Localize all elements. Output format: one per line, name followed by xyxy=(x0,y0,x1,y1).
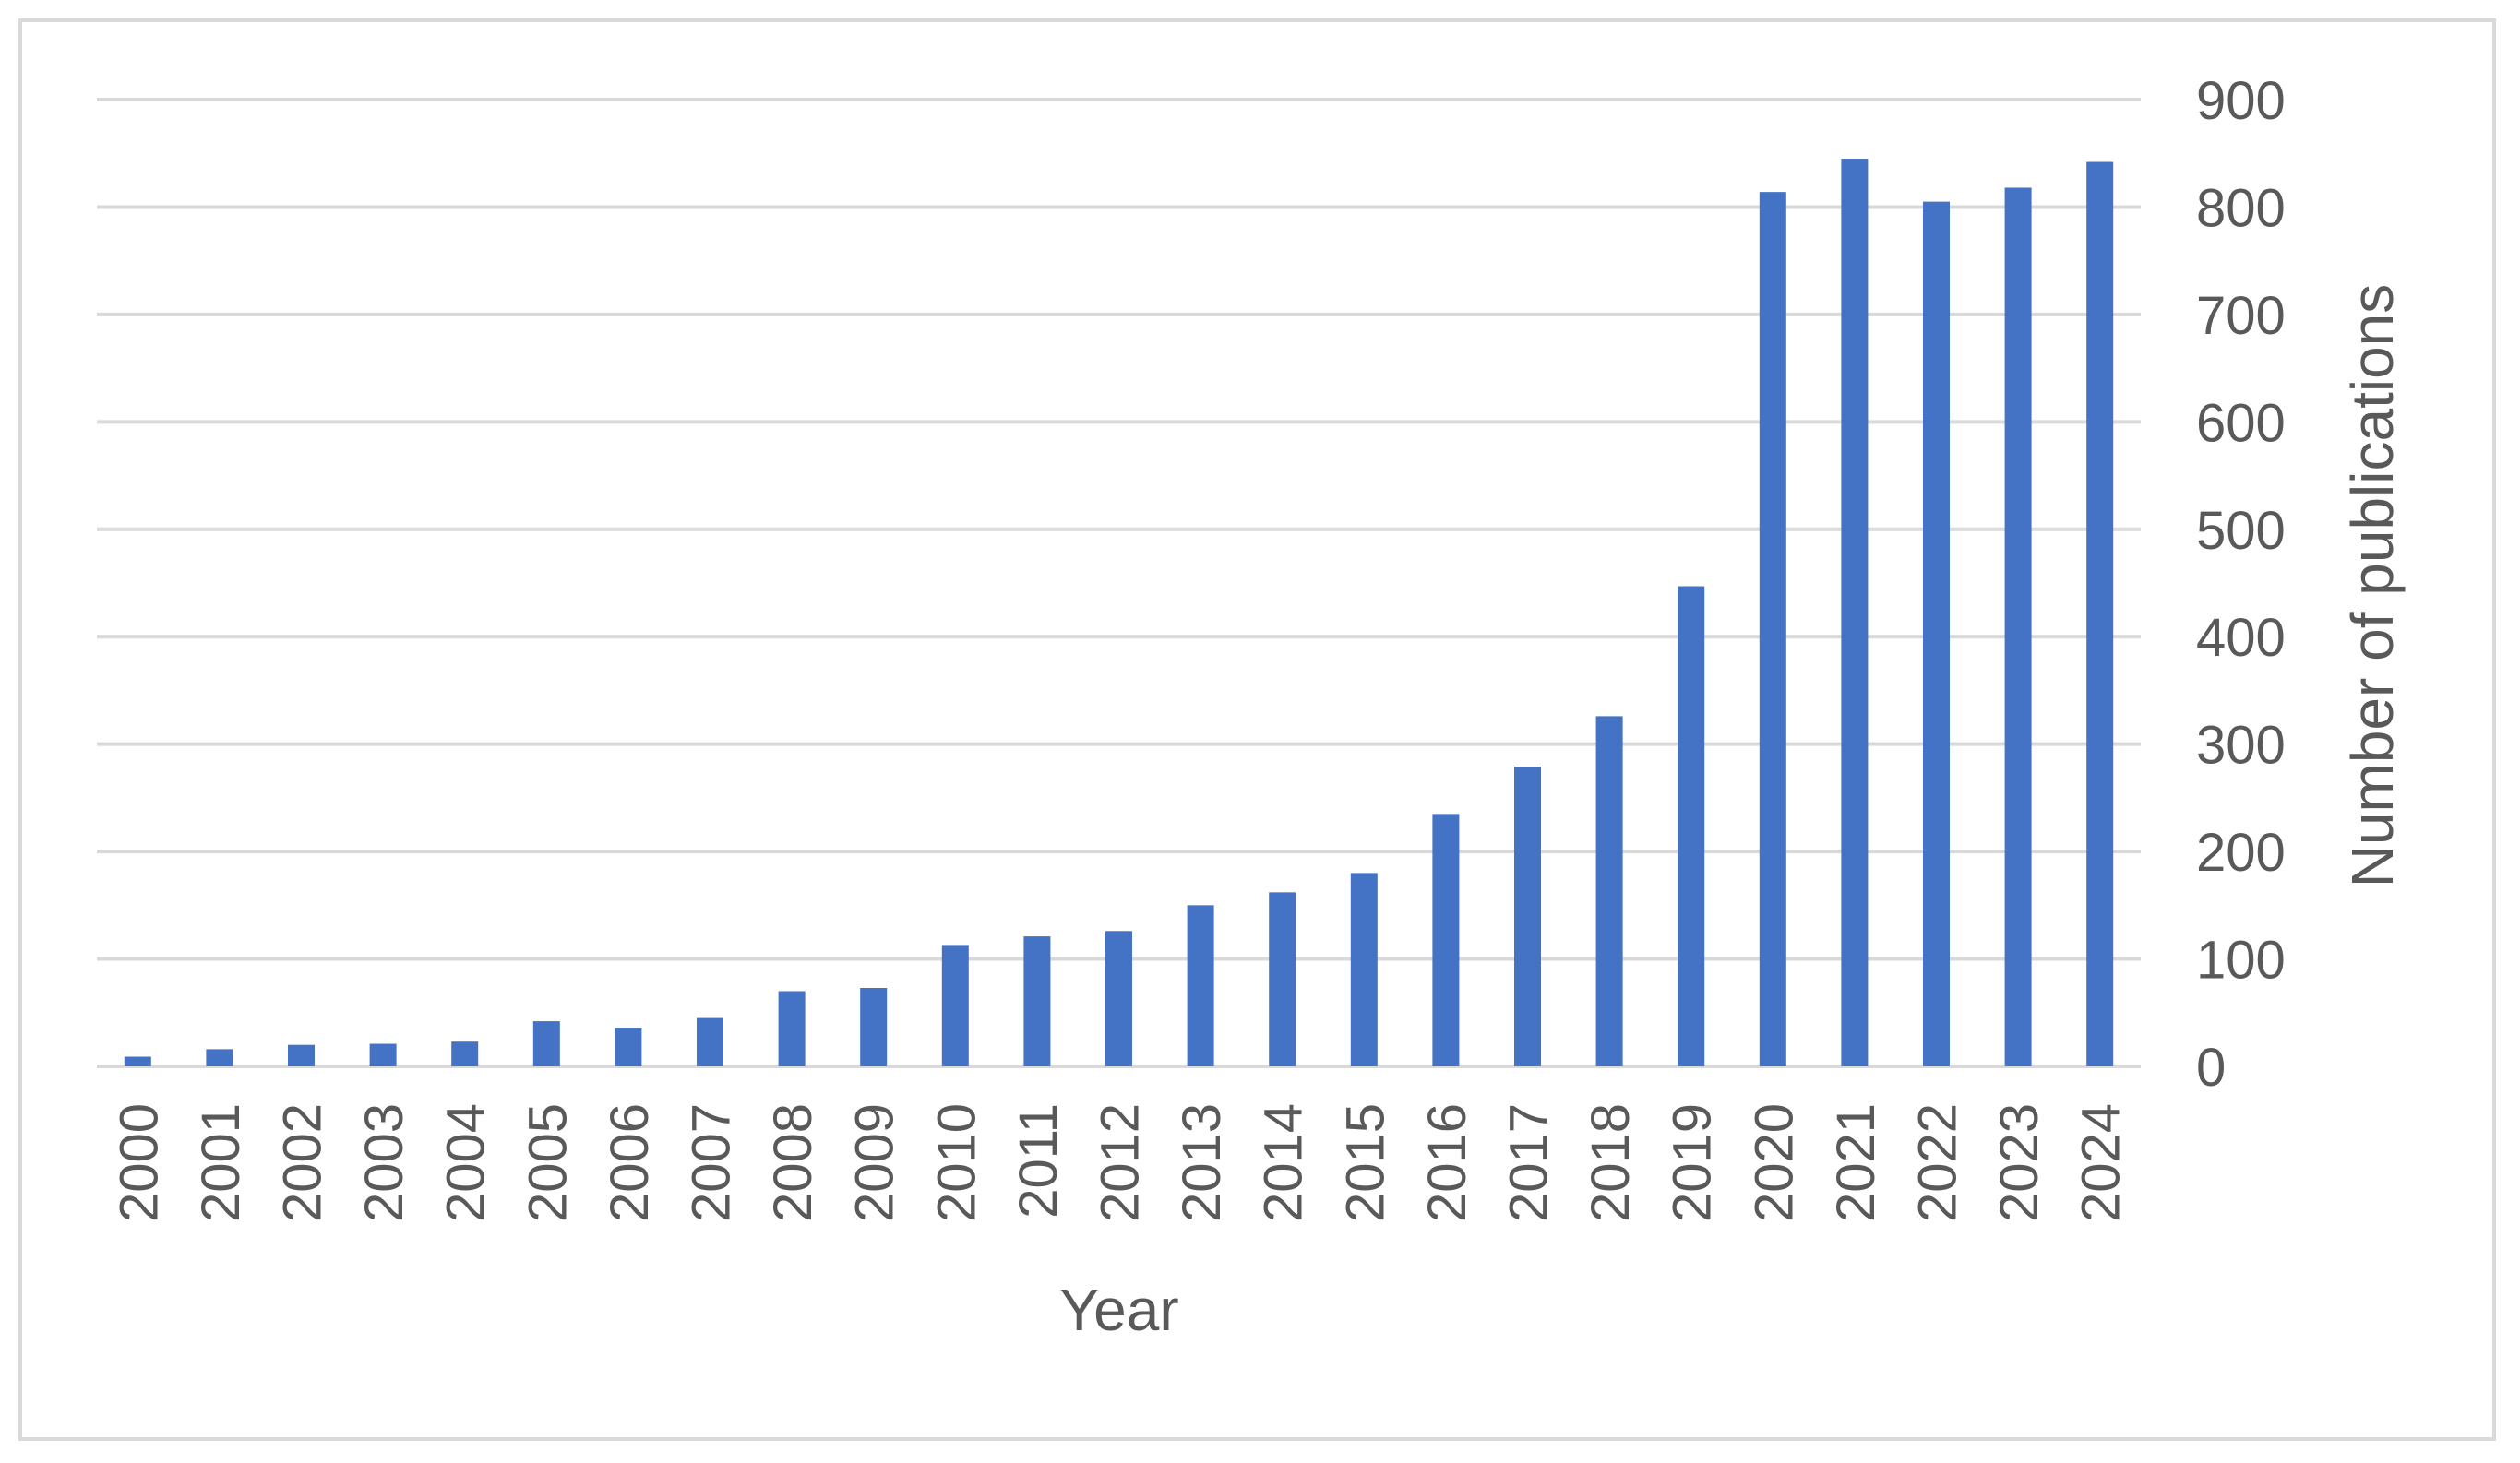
bar-2006 xyxy=(615,1028,642,1066)
gridlines xyxy=(97,98,2141,1068)
bar-2022 xyxy=(1923,201,1950,1067)
x-tick-label: 2008 xyxy=(763,1103,823,1222)
y-tick-label: 900 xyxy=(2196,71,2286,131)
bar-2003 xyxy=(369,1043,397,1066)
bar-2010 xyxy=(941,945,969,1066)
y-tick-label: 400 xyxy=(2196,608,2286,668)
bar-2014 xyxy=(1269,892,1296,1066)
bar-2021 xyxy=(1841,159,1869,1067)
y-tick-label: 800 xyxy=(2196,178,2286,238)
chart-frame xyxy=(18,18,2496,1441)
bar-2005 xyxy=(532,1021,560,1066)
y-tick-labels: 0 100 200 300 400 500 600 700 800 900 xyxy=(2196,71,2286,1098)
x-tick-label: 2015 xyxy=(1335,1103,1395,1222)
x-tick-labels: 2000 2001 2002 2003 2004 2005 2006 2007 2008 2009… xyxy=(109,1103,2131,1222)
bar-2023 xyxy=(2004,187,2032,1067)
bar-2019 xyxy=(1678,586,1705,1066)
bar-2002 xyxy=(288,1044,315,1066)
x-tick-label: 2007 xyxy=(682,1103,742,1222)
y-tick-label: 100 xyxy=(2196,931,2286,991)
x-tick-label: 2006 xyxy=(600,1103,660,1222)
x-tick-label: 2023 xyxy=(1989,1103,2049,1222)
bar-2000 xyxy=(124,1056,151,1066)
bar-2020 xyxy=(1759,192,1786,1067)
x-tick-label: 2016 xyxy=(1417,1103,1477,1222)
y-tick-label: 700 xyxy=(2196,286,2286,346)
bar-2013 xyxy=(1187,905,1214,1066)
x-tick-label: 2017 xyxy=(1499,1103,1559,1222)
x-axis-title: Year xyxy=(1059,1277,1178,1343)
x-tick-label: 2002 xyxy=(273,1103,333,1222)
bar-2001 xyxy=(206,1049,233,1066)
x-tick-label: 2005 xyxy=(518,1103,578,1222)
x-tick-label: 2011 xyxy=(1009,1103,1069,1219)
x-tick-label: 2009 xyxy=(845,1103,905,1222)
y-tick-label: 200 xyxy=(2196,823,2286,883)
y-tick-label: 600 xyxy=(2196,393,2286,453)
x-tick-label: 2020 xyxy=(1744,1103,1804,1222)
bar-2008 xyxy=(778,991,806,1066)
x-tick-label: 2022 xyxy=(1908,1103,1968,1222)
bar-2011 xyxy=(1023,936,1051,1066)
bar-2018 xyxy=(1595,716,1623,1066)
y-tick-label: 500 xyxy=(2196,501,2286,561)
y-tick-label: 300 xyxy=(2196,716,2286,776)
y-axis-title: Number of publications xyxy=(2339,284,2406,888)
x-tick-label: 2004 xyxy=(436,1103,496,1222)
x-tick-label: 2024 xyxy=(2072,1103,2132,1222)
x-tick-label: 2021 xyxy=(1826,1103,1886,1222)
bar-2007 xyxy=(697,1017,723,1066)
bar-2015 xyxy=(1350,873,1378,1066)
x-tick-label: 2019 xyxy=(1663,1103,1723,1222)
x-tick-label: 2010 xyxy=(926,1103,986,1222)
bar-2004 xyxy=(451,1041,479,1066)
bar-2016 xyxy=(1432,814,1460,1066)
bar-2024 xyxy=(2086,161,2114,1066)
bars xyxy=(124,159,2114,1067)
x-tick-label: 2003 xyxy=(354,1103,414,1222)
x-tick-label: 2013 xyxy=(1172,1103,1232,1222)
x-tick-label: 2001 xyxy=(191,1103,251,1222)
x-tick-label: 2000 xyxy=(109,1103,169,1222)
bar-2009 xyxy=(860,987,888,1066)
x-tick-label: 2014 xyxy=(1254,1103,1314,1222)
x-tick-label: 2018 xyxy=(1581,1103,1641,1222)
bar-2012 xyxy=(1105,931,1132,1066)
x-tick-label: 2012 xyxy=(1091,1103,1151,1222)
bar-2017 xyxy=(1514,767,1541,1066)
y-tick-label: 0 xyxy=(2196,1038,2226,1098)
